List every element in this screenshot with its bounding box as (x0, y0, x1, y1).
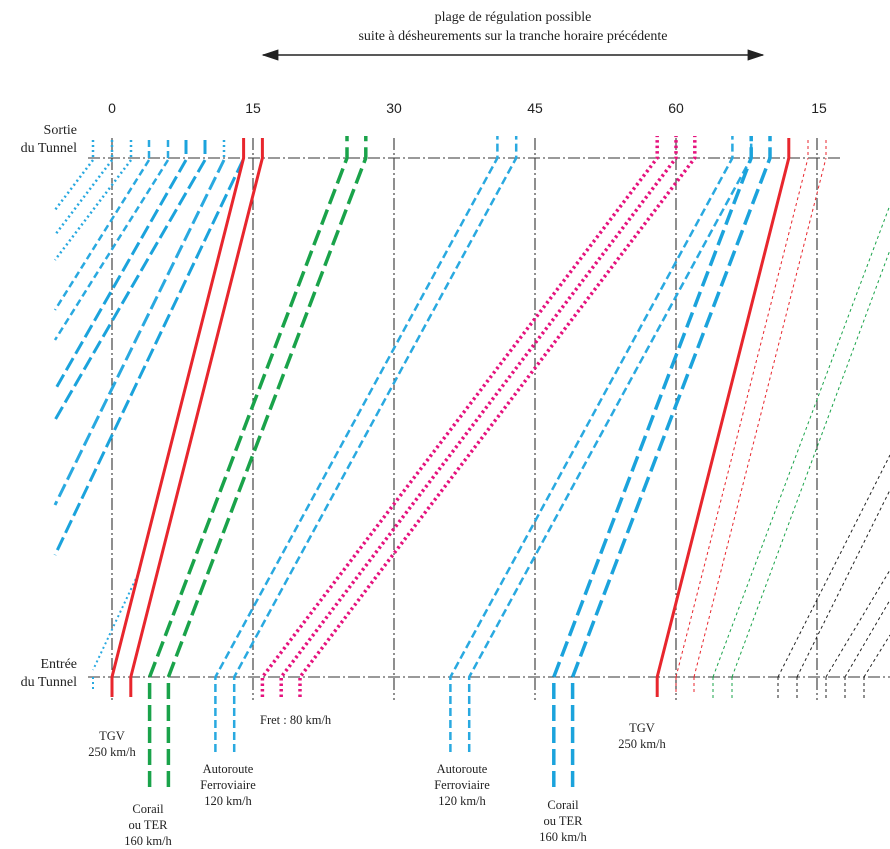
label-tgv-2-speed: 250 km/h (618, 737, 666, 751)
label-autoroute-1: Autoroute Ferroviaire 120 km/h (183, 761, 273, 809)
label-tgv-1: TGV 250 km/h (72, 728, 152, 760)
train-path-tgv-13 (655, 138, 791, 697)
label-tgv-2: TGV 250 km/h (602, 720, 682, 752)
tunnel-entry-label-line1: Entrée (40, 657, 77, 672)
tunnel-exit-label-line1: Sortie (43, 123, 77, 138)
next-hour-paths (675, 140, 890, 700)
label-corail-1-name2: ou TER (128, 818, 168, 832)
train-path-corail_b-12 (570, 136, 772, 787)
train-path-corail_g-2 (147, 136, 349, 787)
tick-15: 15 (245, 100, 261, 116)
train-path-tgv-0 (110, 138, 246, 697)
label-autoroute-2-name: Autoroute (436, 762, 488, 776)
label-corail-1-speed: 160 km/h (124, 834, 172, 848)
label-tgv-1-name: TGV (99, 729, 125, 743)
train-path-tgv-1 (129, 138, 264, 697)
tick-15-next: 15 (811, 100, 827, 116)
train-path-fret-7 (279, 136, 678, 697)
label-autoroute-2-speed: 120 km/h (438, 794, 486, 808)
tunnel-exit-label-line2: du Tunnel (20, 141, 77, 156)
label-corail-2-name: Corail (547, 798, 579, 812)
label-autoroute-1-speed: 120 km/h (204, 794, 252, 808)
label-tgv-2-name: TGV (629, 721, 655, 735)
time-grid (111, 138, 818, 700)
label-corail-2-name2: ou TER (543, 814, 583, 828)
tunnel-entry-label-line2: du Tunnel (20, 675, 77, 690)
diagram-title: plage de régulation possible suite à dés… (298, 8, 728, 46)
title-line-2: suite à désheurements sur la tranche hor… (358, 29, 668, 44)
previous-hour-paths (53, 140, 245, 690)
label-autoroute-2-name2: Ferroviaire (434, 778, 490, 792)
train-path-corail_b-11 (552, 136, 753, 787)
train-path-fret-6 (260, 136, 659, 697)
train-path-autoroute-10 (467, 136, 753, 752)
train-path-fret-8 (298, 136, 697, 697)
label-autoroute-1-name2: Ferroviaire (200, 778, 256, 792)
title-line-1: plage de régulation possible (434, 10, 592, 25)
train-path-autoroute-4 (214, 136, 499, 752)
label-fret: Fret : 80 km/h (260, 712, 360, 728)
train-path-autoroute-9 (449, 136, 734, 752)
train-path-corail_g-3 (166, 136, 368, 787)
label-fret-name: Fret : 80 km/h (260, 713, 332, 727)
tunnel-entry-label: Entrée du Tunnel (0, 656, 77, 692)
train-paths (110, 136, 791, 787)
tunnel-exit-label: Sortie du Tunnel (0, 122, 77, 158)
train-path-autoroute-5 (232, 136, 518, 752)
tick-30: 30 (386, 100, 402, 116)
label-corail-1: Corail ou TER 160 km/h (108, 801, 188, 849)
label-autoroute-1-name: Autoroute (202, 762, 254, 776)
tick-60: 60 (668, 100, 684, 116)
label-autoroute-2: Autoroute Ferroviaire 120 km/h (417, 761, 507, 809)
label-tgv-1-speed: 250 km/h (88, 745, 136, 759)
tick-45: 45 (527, 100, 543, 116)
label-corail-2: Corail ou TER 160 km/h (523, 797, 603, 845)
tick-0: 0 (108, 100, 116, 116)
label-corail-2-speed: 160 km/h (539, 830, 587, 844)
label-corail-1-name: Corail (132, 802, 164, 816)
